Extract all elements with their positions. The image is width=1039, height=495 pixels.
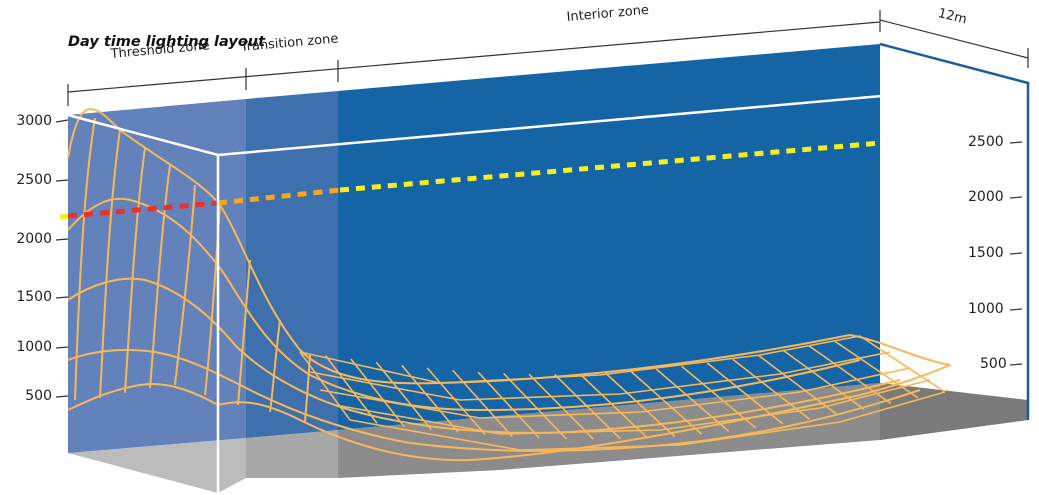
- right-tick-1500: 1500: [968, 245, 1004, 261]
- front-frame: [67, 42, 1030, 493]
- right-tick-500: 500: [980, 356, 1007, 372]
- mesh-row-line: [299, 335, 861, 384]
- wall-transition: [246, 91, 338, 438]
- mesh-grid-lines: [299, 335, 946, 451]
- diagram-title: Day time lighting layout: [68, 34, 266, 50]
- mesh-cross-line: [401, 364, 459, 433]
- floor-transition: [246, 430, 338, 478]
- mesh-cross-line: [808, 345, 892, 405]
- mesh-cross-line: [553, 373, 622, 440]
- mesh-cross-line: [732, 358, 811, 420]
- mesh-row-line: [319, 367, 911, 419]
- left-tick-1000: 1000: [16, 339, 52, 355]
- mesh-cross-line: [375, 361, 432, 430]
- level-line-yellow: [339, 140, 881, 193]
- right-tick-1000: 1000: [968, 301, 1004, 317]
- mesh-cross-line: [681, 365, 757, 429]
- level-line-orange: [217, 187, 341, 206]
- mesh-row-line: [309, 351, 891, 401]
- floor-threshold: [68, 438, 246, 493]
- mesh-cross-line: [706, 362, 784, 425]
- mesh-cross-line: [579, 373, 649, 439]
- left-tick-2500: 2500: [16, 172, 52, 188]
- mesh-cross-line: [452, 369, 513, 438]
- mesh-outline: [67, 108, 951, 462]
- left-tick-3000: 3000: [16, 113, 52, 129]
- mesh-row-line: [349, 391, 946, 451]
- mesh-cross-line: [783, 349, 865, 410]
- left-tick-1500: 1500: [16, 289, 52, 305]
- mesh-cross-line: [604, 372, 676, 437]
- floor-interior-far: [880, 383, 1028, 440]
- right-tick-2000: 2000: [968, 189, 1004, 205]
- left-tick-2000: 2000: [16, 231, 52, 247]
- mesh-cross-line: [859, 335, 946, 393]
- mesh-cross-line: [324, 355, 378, 424]
- level-line-yellow-start: [59, 213, 69, 220]
- mesh-cross-line: [528, 373, 594, 440]
- right-axis-ticks: [1009, 141, 1023, 366]
- level-line: [59, 140, 881, 220]
- wall-threshold: [68, 99, 246, 453]
- mesh-cross-line: [834, 340, 919, 399]
- mesh-cross-line: [757, 354, 838, 416]
- mesh-cross-line: [426, 367, 486, 436]
- mesh-cross-line: [630, 370, 703, 435]
- zone-dimension-line: [67, 10, 1029, 106]
- mesh-cross-line: [503, 372, 567, 440]
- mesh-cross-line: [299, 351, 351, 421]
- right-tick-2500: 2500: [968, 134, 1004, 150]
- mesh-cross-line: [477, 371, 540, 439]
- wall-interior: [338, 44, 880, 430]
- left-tick-500: 500: [25, 388, 52, 404]
- left-axis-ticks: [55, 119, 69, 398]
- mesh-row-line: [334, 379, 931, 435]
- mesh-cross-line: [655, 368, 730, 432]
- mesh-cross-line: [350, 358, 405, 427]
